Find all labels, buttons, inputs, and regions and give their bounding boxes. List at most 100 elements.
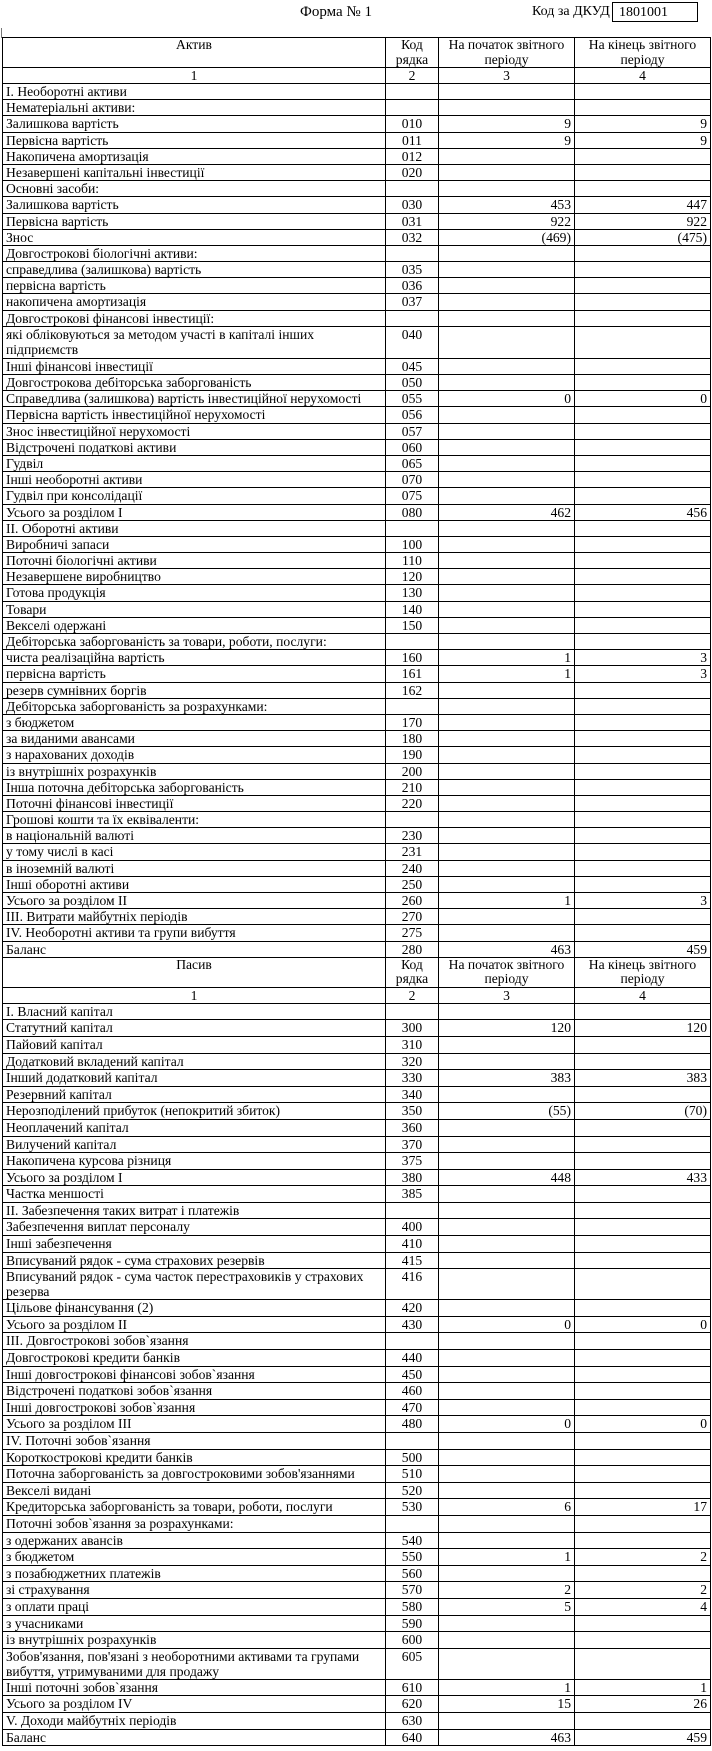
value-start: 120 [438, 1019, 575, 1037]
row-label: Інші необоротні активи [2, 471, 386, 489]
table-row: Вилучений капітал 370 [2, 1135, 711, 1154]
value-start [438, 261, 575, 279]
row-label: V. Доходи майбутніх періодів [2, 1711, 386, 1730]
row-code: 560 [385, 1564, 439, 1583]
table-row: Інший додатковий капітал 330 383 383 [2, 1069, 711, 1087]
value-end [574, 1514, 711, 1533]
row-label: Відстрочені податкові активи [2, 438, 386, 456]
row-code: 415 [385, 1251, 439, 1270]
value-end [574, 180, 711, 198]
value-end [574, 811, 711, 829]
row-label: ІІ. Оборотні активи [2, 519, 386, 537]
row-label: Резервний капітал [2, 1085, 386, 1104]
table-row: Вписуваний рядок - сума часток перестрах… [2, 1268, 711, 1301]
row-code [385, 697, 439, 715]
value-end [574, 325, 711, 359]
value-start [438, 1235, 575, 1253]
value-start [438, 1514, 575, 1533]
row-label: Інші поточні зобов`язання [2, 1678, 386, 1697]
value-end [574, 552, 711, 570]
value-start [438, 1564, 575, 1583]
value-end [574, 357, 711, 376]
value-end [574, 471, 711, 489]
value-start [438, 1268, 575, 1301]
value-start [438, 406, 575, 424]
value-start [438, 82, 575, 101]
table-row: Інші необоротні активи 070 [2, 471, 711, 489]
row-code: 140 [385, 600, 439, 618]
table-row: Довгострокові кредити банків 440 [2, 1349, 711, 1367]
value-end [574, 827, 711, 845]
value-start [438, 277, 575, 295]
row-code: 640 [385, 1728, 439, 1747]
value-end [574, 1711, 711, 1730]
row-code: 400 [385, 1218, 439, 1237]
value-end [574, 1135, 711, 1154]
value-start: 448 [438, 1168, 575, 1187]
table-row: Знос інвестиційної нерухомості 057 [2, 422, 711, 440]
row-code: 310 [385, 1035, 439, 1054]
table-row: Частка меншості 385 [2, 1185, 711, 1203]
value-start [438, 519, 575, 537]
row-code [385, 519, 439, 537]
row-code: 030 [385, 196, 439, 214]
value-end: 0 [574, 1415, 711, 1433]
table-row: Справедлива (залишкова) вартість інвести… [2, 390, 711, 408]
value-start: 1 [438, 891, 575, 910]
value-end: 26 [574, 1695, 711, 1713]
value-end [574, 1299, 711, 1317]
table-row: Довгострокові біологічні активи: [2, 244, 711, 263]
table-row: з оплати праці 580 5 4 [2, 1597, 711, 1616]
table-row: Усього за розділом ІІ 430 0 0 [2, 1315, 711, 1334]
row-label: Накопичена амортизація [2, 147, 386, 165]
table-row: Довгострокові фінансові інвестиції: [2, 309, 711, 327]
table-row: Поточні зобов`язання за розрахунками: [2, 1514, 711, 1533]
row-label: Знос [2, 228, 386, 246]
value-end: 3 [574, 649, 711, 667]
value-end [574, 875, 711, 894]
row-code: 230 [385, 827, 439, 845]
value-start [438, 1365, 575, 1384]
row-code: 330 [385, 1069, 439, 1087]
row-code: 280 [385, 940, 439, 958]
column-header-end: На кінець звітного періоду [574, 37, 711, 68]
row-label: Усього за розділом IV [2, 1695, 386, 1713]
row-label: Усього за розділом ІІ [2, 891, 386, 910]
value-end [574, 244, 711, 263]
row-label: Дебіторська заборгованість за товари, ро… [2, 632, 386, 651]
table-row: з нарахованих доходів 190 [2, 746, 711, 764]
row-code: 056 [385, 406, 439, 424]
row-label: Гудвіл [2, 454, 386, 473]
value-end: (475) [574, 228, 711, 246]
row-label: Векселі видані [2, 1481, 386, 1500]
table-row: Інші забезпечення 410 [2, 1235, 711, 1253]
row-label: зі страхування [2, 1581, 386, 1599]
row-label: Вписуваний рядок - сума страхових резерв… [2, 1251, 386, 1270]
row-label: Забезпечення виплат персоналу [2, 1218, 386, 1237]
row-code: 610 [385, 1678, 439, 1697]
table-row: Інші довгострокові фінансові зобов`язанн… [2, 1365, 711, 1384]
column-header-start: На початок звітного періоду [438, 956, 575, 988]
value-end: 383 [574, 1069, 711, 1087]
value-start: 6 [438, 1498, 575, 1516]
value-start [438, 1185, 575, 1203]
table-row: Гудвіл при консолідації 075 [2, 487, 711, 505]
value-start: (469) [438, 228, 575, 246]
value-start: 9 [438, 131, 575, 149]
row-code: 470 [385, 1398, 439, 1417]
value-end: 9 [574, 115, 711, 133]
value-end: 120 [574, 1019, 711, 1037]
row-label: Усього за розділом І [2, 1168, 386, 1187]
value-end [574, 293, 711, 311]
row-label: з одержаних авансів [2, 1531, 386, 1550]
value-start [438, 422, 575, 440]
row-code: 600 [385, 1631, 439, 1649]
row-code: 057 [385, 422, 439, 440]
value-end [574, 908, 711, 926]
row-code: 275 [385, 924, 439, 942]
row-code: 110 [385, 552, 439, 570]
row-label: Дебіторська заборгованість за розрахунка… [2, 697, 386, 715]
table-row: Вписуваний рядок - сума страхових резерв… [2, 1251, 711, 1270]
row-code: 031 [385, 212, 439, 230]
value-start: 1 [438, 1678, 575, 1697]
